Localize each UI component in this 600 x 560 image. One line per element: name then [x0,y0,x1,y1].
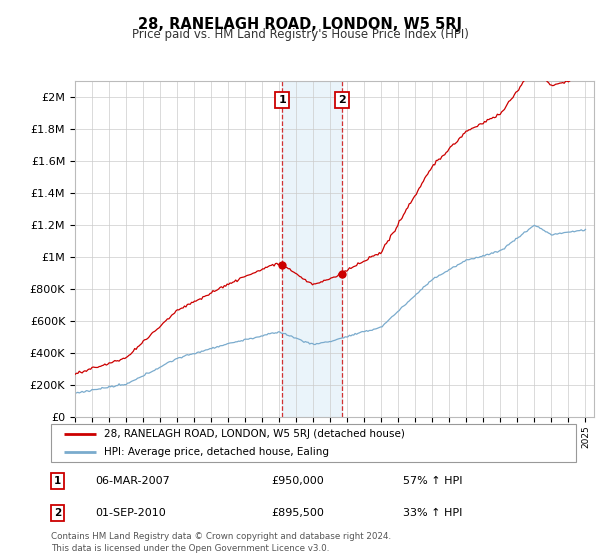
Text: 33% ↑ HPI: 33% ↑ HPI [403,508,462,518]
Text: 2: 2 [53,508,61,518]
Text: £950,000: £950,000 [271,475,324,486]
Bar [282,81,341,417]
Text: HPI: Average price, detached house, Ealing: HPI: Average price, detached house, Eali… [104,447,329,457]
Text: 2: 2 [338,95,346,105]
Text: £895,500: £895,500 [271,508,325,518]
Text: 28, RANELAGH ROAD, LONDON, W5 5RJ: 28, RANELAGH ROAD, LONDON, W5 5RJ [138,17,462,32]
Text: 01-SEP-2010: 01-SEP-2010 [95,508,166,518]
FancyBboxPatch shape [51,424,576,462]
Text: 06-MAR-2007: 06-MAR-2007 [95,475,170,486]
Text: 57% ↑ HPI: 57% ↑ HPI [403,475,462,486]
Text: Price paid vs. HM Land Registry's House Price Index (HPI): Price paid vs. HM Land Registry's House … [131,28,469,41]
Text: 1: 1 [278,95,286,105]
Text: Contains HM Land Registry data © Crown copyright and database right 2024.
This d: Contains HM Land Registry data © Crown c… [51,533,391,553]
Text: 28, RANELAGH ROAD, LONDON, W5 5RJ (detached house): 28, RANELAGH ROAD, LONDON, W5 5RJ (detac… [104,429,404,439]
Text: 1: 1 [53,475,61,486]
